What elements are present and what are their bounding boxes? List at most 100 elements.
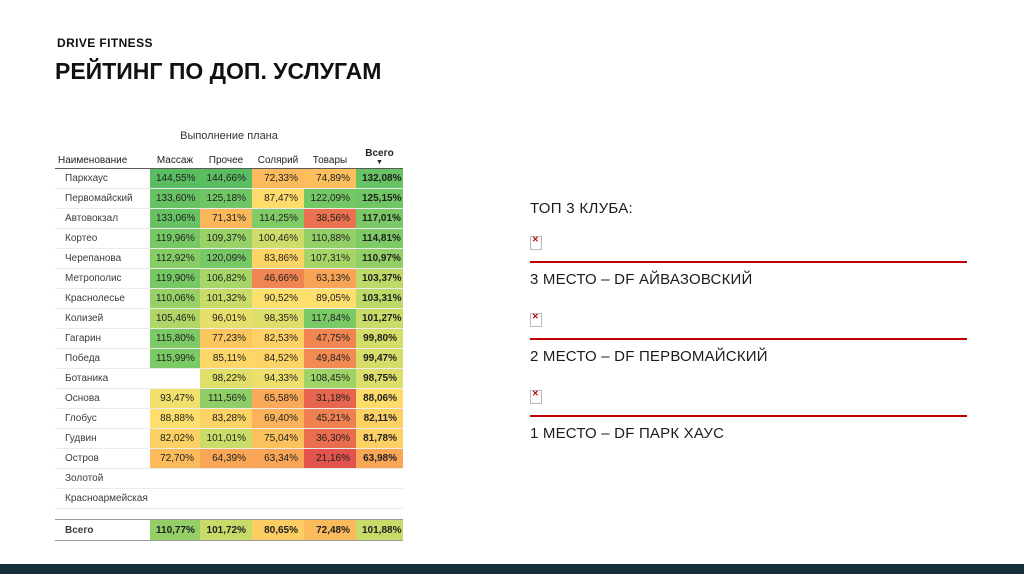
broken-image-x-icon: ✕	[532, 235, 539, 244]
value-cell: 82,02%	[150, 428, 200, 449]
table-row: Гудвин 82,02% 101,01% 75,04% 36,30% 81,78%	[55, 428, 403, 449]
value-cell	[252, 468, 304, 489]
total-value-cell: 110,77%	[150, 519, 200, 541]
value-cell: 110,88%	[304, 228, 356, 249]
value-cell	[252, 488, 304, 509]
row-label: Первомайский	[55, 188, 150, 209]
top3-item-label: 1 МЕСТО – DF ПАРК ХАУС	[530, 425, 725, 442]
value-cell: 21,16%	[304, 448, 356, 469]
total-value-cell: 72,48%	[304, 519, 356, 541]
value-cell: 105,46%	[150, 308, 200, 329]
table-row: Черепанова 112,92% 120,09% 83,86% 107,31% 110…	[55, 248, 403, 269]
value-cell: 49,84%	[304, 348, 356, 369]
row-label: Гагарин	[55, 328, 150, 349]
row-label: Черепанова	[55, 248, 150, 269]
row-label: Гудвин	[55, 428, 150, 449]
value-cell: 101,01%	[200, 428, 252, 449]
column-header: Массаж	[150, 146, 200, 169]
value-cell	[356, 468, 403, 489]
value-cell	[356, 488, 403, 509]
value-cell	[200, 488, 252, 509]
value-cell: 109,37%	[200, 228, 252, 249]
spacer-row	[55, 508, 403, 520]
column-header: Наименование	[55, 146, 150, 169]
value-cell: 107,31%	[304, 248, 356, 269]
table-row: Гагарин 115,80% 77,23% 82,53% 47,75% 99,80%	[55, 328, 403, 349]
value-cell: 144,55%	[150, 168, 200, 189]
broken-image-icon: ✕	[530, 235, 542, 250]
divider-line	[530, 338, 967, 340]
total-row-label: Всего	[55, 519, 150, 541]
value-cell: 90,52%	[252, 288, 304, 309]
table-row: Остров 72,70% 64,39% 63,34% 21,16% 63,98%	[55, 448, 403, 469]
column-header-label: Прочее	[208, 155, 244, 166]
broken-image-x-icon: ✕	[532, 312, 539, 321]
value-cell: 103,37%	[356, 268, 403, 289]
table-row: Кортео 119,96% 109,37% 100,46% 110,88% 114,81…	[55, 228, 403, 249]
row-label: Победа	[55, 348, 150, 369]
value-cell: 71,31%	[200, 208, 252, 229]
row-label: Автовокзал	[55, 208, 150, 229]
total-value-cell: 101,72%	[200, 519, 252, 541]
page-title: РЕЙТИНГ ПО ДОП. УСЛУГАМ	[55, 58, 382, 84]
value-cell: 133,60%	[150, 188, 200, 209]
value-cell	[304, 488, 356, 509]
value-cell: 65,58%	[252, 388, 304, 409]
value-cell: 82,11%	[356, 408, 403, 429]
top3-item-label: 2 МЕСТО – DF ПЕРВОМАЙСКИЙ	[530, 348, 768, 365]
value-cell: 45,21%	[304, 408, 356, 429]
value-cell: 101,27%	[356, 308, 403, 329]
column-header: Всего ▼	[356, 146, 403, 169]
value-cell: 132,08%	[356, 168, 403, 189]
row-label: Паркхаус	[55, 168, 150, 189]
top3-heading: ТОП 3 КЛУБА:	[530, 200, 634, 217]
value-cell: 98,75%	[356, 368, 403, 389]
value-cell: 63,98%	[356, 448, 403, 469]
value-cell	[150, 488, 200, 509]
footer-bar	[0, 564, 1024, 574]
value-cell: 47,75%	[304, 328, 356, 349]
header-row: Наименование Массаж Прочее Солярий Товары Все…	[55, 146, 403, 169]
value-cell: 93,47%	[150, 388, 200, 409]
value-cell: 106,82%	[200, 268, 252, 289]
column-header-label: Массаж	[156, 155, 194, 166]
table-row: Золотой	[55, 468, 403, 489]
table-row: Первомайский 133,60% 125,18% 87,47% 122,09% 1…	[55, 188, 403, 209]
value-cell: 114,25%	[252, 208, 304, 229]
value-cell: 117,84%	[304, 308, 356, 329]
broken-image-icon: ✕	[530, 312, 542, 327]
value-cell: 114,81%	[356, 228, 403, 249]
value-cell: 36,30%	[304, 428, 356, 449]
total-value-cell: 80,65%	[252, 519, 304, 541]
value-cell: 112,92%	[150, 248, 200, 269]
value-cell: 88,06%	[356, 388, 403, 409]
value-cell: 88,88%	[150, 408, 200, 429]
table-group-header: Выполнение плана	[180, 130, 278, 142]
top3-item-first-place: ✕ 1 МЕСТО – DF ПАРК ХАУС	[530, 389, 968, 442]
broken-image-x-icon: ✕	[532, 389, 539, 398]
table-row: Глобус 88,88% 83,28% 69,40% 45,21% 82,11%	[55, 408, 403, 429]
row-label: Кортео	[55, 228, 150, 249]
value-cell: 64,39%	[200, 448, 252, 469]
table-row: Паркхаус 144,55% 144,66% 72,33% 74,89% 132,08…	[55, 168, 403, 189]
value-cell: 108,45%	[304, 368, 356, 389]
value-cell: 119,96%	[150, 228, 200, 249]
table-row: Красноармейская	[55, 488, 403, 509]
table-row: Основа 93,47% 111,56% 65,58% 31,18% 88,06%	[55, 388, 403, 409]
value-cell: 122,09%	[304, 188, 356, 209]
value-cell: 96,01%	[200, 308, 252, 329]
value-cell: 77,23%	[200, 328, 252, 349]
value-cell: 85,11%	[200, 348, 252, 369]
column-header-label: Наименование	[58, 155, 128, 166]
value-cell: 83,86%	[252, 248, 304, 269]
value-cell: 72,33%	[252, 168, 304, 189]
table-row: Ботаника 98,22% 94,33% 108,45% 98,75%	[55, 368, 403, 389]
value-cell: 84,52%	[252, 348, 304, 369]
value-cell: 87,47%	[252, 188, 304, 209]
value-cell: 110,06%	[150, 288, 200, 309]
value-cell	[200, 468, 252, 489]
column-header-label: Товары	[312, 155, 348, 166]
divider-line	[530, 261, 967, 263]
value-cell: 110,97%	[356, 248, 403, 269]
row-label: Основа	[55, 388, 150, 409]
